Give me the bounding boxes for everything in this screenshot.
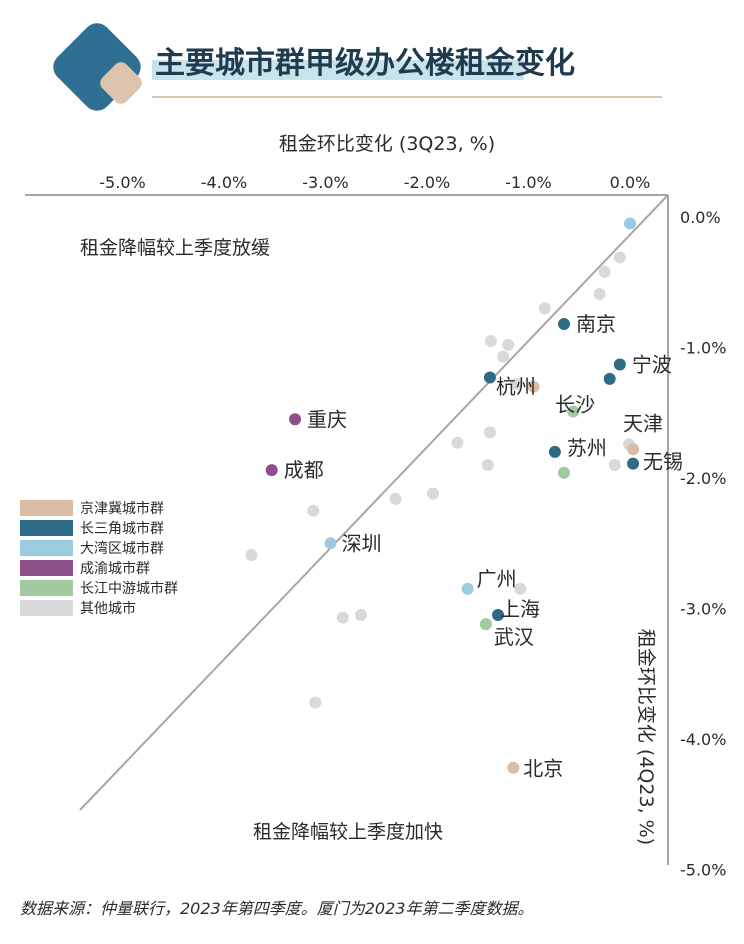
logo-dark-icon: [53, 23, 141, 111]
diagonal-line: [79, 194, 669, 811]
legend-swatch: [20, 520, 73, 536]
city-label: 苏州: [567, 436, 607, 460]
city-label: 上海: [500, 597, 540, 621]
legend-label: 成渝城市群: [80, 560, 150, 577]
data-point: [558, 318, 571, 331]
legend-swatch: [20, 600, 73, 616]
y-tick-label: -2.0%: [680, 469, 726, 488]
data-point: [514, 582, 527, 595]
source-note: 数据来源：仲量联行，2023年第四季度。厦门为2023年第二季度数据。: [20, 899, 533, 918]
city-label: 杭州: [496, 375, 536, 399]
city-label: 广州: [477, 567, 517, 591]
data-point: [355, 609, 368, 622]
legend-swatch: [20, 580, 73, 596]
data-point: [427, 487, 440, 500]
x-axis-title: 租金环比变化 (3Q23, %): [279, 133, 495, 155]
data-point: [483, 371, 496, 384]
data-point: [245, 548, 258, 561]
data-point: [324, 537, 337, 550]
data-point: [613, 358, 626, 371]
city-label: 武汉: [494, 625, 534, 649]
data-point: [510, 378, 523, 391]
city-label: 南京: [576, 312, 616, 336]
chart-points: [245, 217, 640, 774]
data-point: [336, 611, 349, 624]
data-point: [502, 338, 515, 351]
data-point: [538, 302, 551, 315]
data-point: [507, 761, 520, 774]
chart-axes: -5.0% -4.0% -3.0% -2.0% -1.0% 0.0% 0.0% -1.0% -2…: [25, 133, 726, 880]
x-tick-label: -4.0%: [201, 173, 247, 192]
city-label: 宁波: [632, 352, 672, 376]
data-point: [527, 380, 540, 393]
city-label: 北京: [523, 757, 563, 781]
logo-light-icon: [100, 62, 142, 104]
data-point: [624, 217, 636, 230]
page-title: 主要城市群甲级办公楼租金变化: [155, 46, 575, 81]
city-label: 无锡: [643, 450, 683, 474]
data-point: [451, 436, 464, 449]
region-label-faster: 租金降幅较上季度加快: [253, 821, 443, 843]
data-point: [307, 504, 320, 517]
data-point: [483, 426, 496, 439]
data-point: [265, 464, 278, 477]
data-point: [548, 445, 561, 458]
y-tick-label: -1.0%: [680, 339, 726, 358]
data-point: [481, 458, 494, 471]
data-point: [593, 287, 606, 300]
data-point: [558, 466, 571, 479]
city-label: 长沙: [555, 392, 595, 416]
city-label: 深圳: [342, 531, 382, 555]
y-tick-label: 0.0%: [680, 208, 721, 227]
legend-swatch: [20, 560, 73, 576]
x-tick-label: 0.0%: [610, 173, 651, 192]
y-axis-title: 租金环比变化 (4Q23, %): [635, 629, 657, 845]
data-point: [461, 582, 474, 595]
data-point: [613, 251, 626, 264]
data-point: [608, 458, 621, 471]
city-label: 天津: [623, 411, 663, 435]
data-point: [389, 492, 402, 505]
data-point: [627, 457, 640, 470]
data-point: [603, 372, 616, 385]
data-point: [309, 696, 322, 709]
legend-label: 其他城市: [80, 600, 136, 617]
title-highlight: [152, 60, 524, 80]
y-tick-label: -4.0%: [680, 730, 726, 749]
city-label: 重庆: [307, 407, 347, 431]
city-label: 成都: [284, 458, 324, 482]
x-tick-label: -2.0%: [404, 173, 450, 192]
data-point: [484, 334, 497, 347]
legend-swatch: [20, 500, 73, 516]
data-point: [289, 413, 302, 426]
x-tick-label: -1.0%: [505, 173, 551, 192]
data-point: [492, 609, 505, 622]
legend-label: 长江中游城市群: [80, 580, 178, 597]
x-tick-label: -5.0%: [99, 173, 145, 192]
data-point: [479, 618, 492, 631]
data-point: [567, 405, 580, 418]
data-point: [598, 265, 611, 278]
y-tick-label: -5.0%: [680, 861, 726, 880]
legend-label: 京津冀城市群: [80, 500, 164, 517]
region-label-slower: 租金降幅较上季度放缓: [80, 237, 270, 259]
legend-swatch: [20, 540, 73, 556]
legend-label: 大湾区城市群: [80, 540, 164, 557]
data-point: [627, 443, 640, 456]
y-tick-label: -3.0%: [680, 600, 726, 619]
data-point: [497, 350, 510, 363]
x-tick-label: -3.0%: [302, 173, 348, 192]
legend-label: 长三角城市群: [80, 520, 164, 537]
